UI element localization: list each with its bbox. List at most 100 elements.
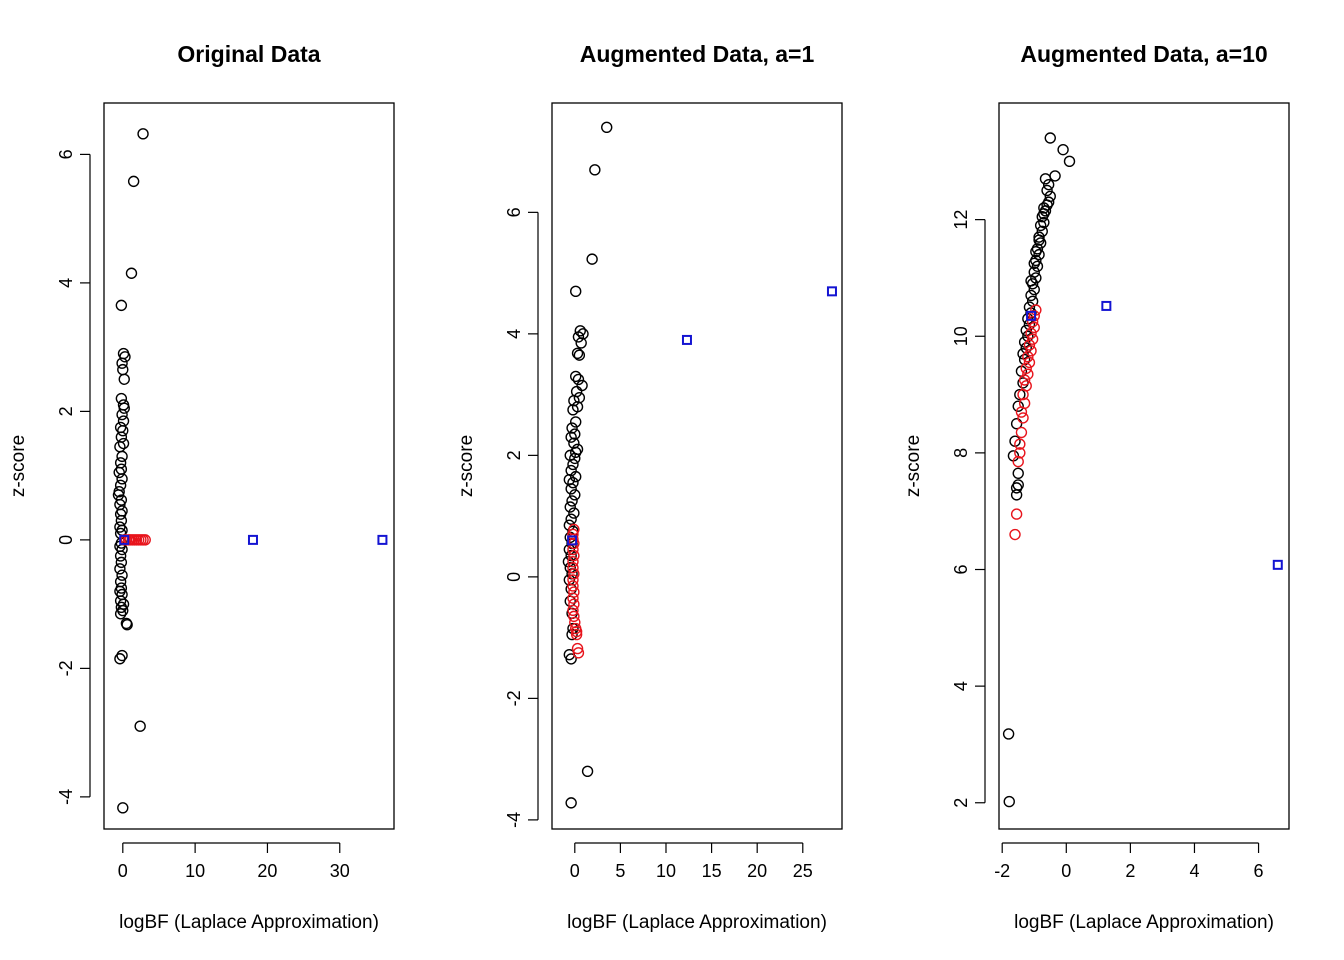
data-point: [567, 404, 579, 416]
data-point: [567, 477, 579, 489]
data-point: [114, 653, 126, 665]
y-tick-label: 6: [951, 564, 971, 574]
data-point: [1012, 467, 1024, 479]
data-point: [568, 598, 580, 610]
data-point: [115, 556, 128, 569]
x-tick-label: 20: [257, 861, 277, 881]
plot-frame: [103, 102, 395, 830]
y-tick-label: 6: [504, 207, 524, 217]
data-point: [117, 604, 129, 617]
data-point: [1042, 178, 1055, 191]
y-tick-label: 4: [56, 278, 76, 288]
x-axis-label: logBF (Laplace Approximation): [567, 912, 827, 933]
data-point: [114, 563, 126, 575]
plot-frame: [998, 102, 1290, 830]
data-point-square: [826, 286, 837, 297]
data-point: [567, 580, 579, 592]
data-point: [117, 802, 129, 814]
data-point: [571, 642, 584, 655]
data-point: [119, 351, 131, 363]
data-point-square: [377, 534, 388, 545]
data-point: [1028, 321, 1040, 334]
data-point: [1033, 234, 1045, 246]
y-tick-label: 6: [56, 149, 76, 159]
data-point: [137, 128, 149, 140]
data-point: [569, 489, 581, 501]
data-point: [1039, 173, 1052, 185]
data-point: [1025, 275, 1037, 287]
x-tick-label: 4: [1189, 861, 1199, 881]
data-point: [1033, 231, 1045, 243]
data-point: [567, 604, 579, 616]
data-point-square: [119, 534, 130, 545]
data-point: [1014, 388, 1026, 401]
data-point: [567, 574, 579, 586]
x-axis-label: logBF (Laplace Approximation): [119, 912, 379, 933]
x-tick-label: 15: [702, 861, 722, 881]
x-axis-label: logBF (Laplace Approximation): [1014, 912, 1274, 933]
data-point: [1033, 248, 1045, 261]
data-point: [1038, 202, 1050, 214]
data-point: [1012, 455, 1024, 468]
data-point: [1034, 219, 1047, 232]
y-tick-label: 4: [504, 329, 524, 339]
x-tick-label: -2: [994, 861, 1010, 881]
x-tick-label: 0: [1061, 861, 1071, 881]
data-point: [1057, 143, 1069, 156]
data-point: [568, 394, 580, 407]
y-tick-label: -2: [504, 690, 524, 706]
data-point: [1041, 184, 1053, 197]
plot-frame: [551, 102, 843, 830]
data-point: [569, 452, 581, 465]
data-point: [573, 349, 586, 361]
data-point-square: [567, 535, 578, 546]
data-point: [127, 175, 140, 188]
data-point: [567, 562, 579, 574]
data-point: [570, 628, 583, 641]
data-point: [1038, 216, 1050, 229]
data-point: [1023, 339, 1036, 351]
x-tick-label: 0: [570, 861, 580, 881]
data-point: [1044, 132, 1056, 144]
data-point: [570, 285, 582, 298]
data-point: [567, 555, 579, 568]
data-point: [571, 347, 584, 360]
data-point: [570, 416, 582, 428]
data-point: [568, 610, 580, 623]
data-point: [565, 797, 577, 809]
data-point: [1026, 333, 1039, 345]
data-point: [589, 164, 601, 176]
data-point: [581, 765, 594, 777]
data-point: [114, 508, 127, 520]
x-tick-label: 25: [793, 861, 813, 881]
data-point: [1030, 245, 1042, 258]
x-tick-label: 10: [656, 861, 676, 881]
data-point: [134, 720, 146, 732]
data-point: [586, 253, 598, 265]
y-tick-label: -4: [504, 812, 524, 828]
data-point: [570, 370, 582, 383]
data-point: [118, 373, 130, 385]
data-point: [114, 521, 126, 533]
data-point: [575, 337, 587, 349]
data-point: [1017, 412, 1029, 424]
y-tick-label: 2: [951, 798, 971, 808]
data-point: [1063, 155, 1076, 168]
data-point: [1003, 795, 1015, 808]
y-tick-label: -2: [56, 660, 76, 676]
data-point: [1010, 482, 1023, 494]
data-point-square: [681, 334, 692, 345]
data-point: [567, 592, 579, 604]
panel-3: Augmented Data, a=10 -2 0 2 4 6 logBF (Laplace…: [903, 41, 1290, 933]
y-tick-label: 4: [951, 681, 971, 691]
data-point: [1025, 345, 1037, 357]
y-tick-label: 8: [951, 448, 971, 458]
data-point: [570, 470, 582, 483]
y-tick-label: 10: [951, 326, 971, 346]
data-point: [1014, 447, 1026, 459]
data-point: [114, 550, 127, 562]
data-point: [565, 483, 577, 495]
data-point: [117, 437, 130, 450]
data-point: [116, 357, 128, 369]
